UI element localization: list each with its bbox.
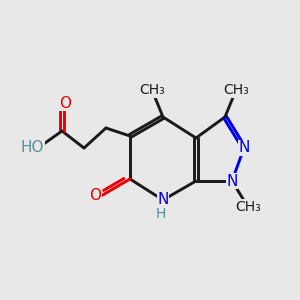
Text: CH₃: CH₃ [223,83,249,97]
Text: O: O [89,188,101,203]
Text: CH₃: CH₃ [235,200,261,214]
Text: CH₃: CH₃ [139,83,165,97]
Text: O: O [59,95,71,110]
Text: HO: HO [20,140,44,155]
Text: N: N [226,173,238,188]
Text: N: N [238,140,250,155]
Text: N: N [157,193,169,208]
Text: H: H [156,207,166,221]
